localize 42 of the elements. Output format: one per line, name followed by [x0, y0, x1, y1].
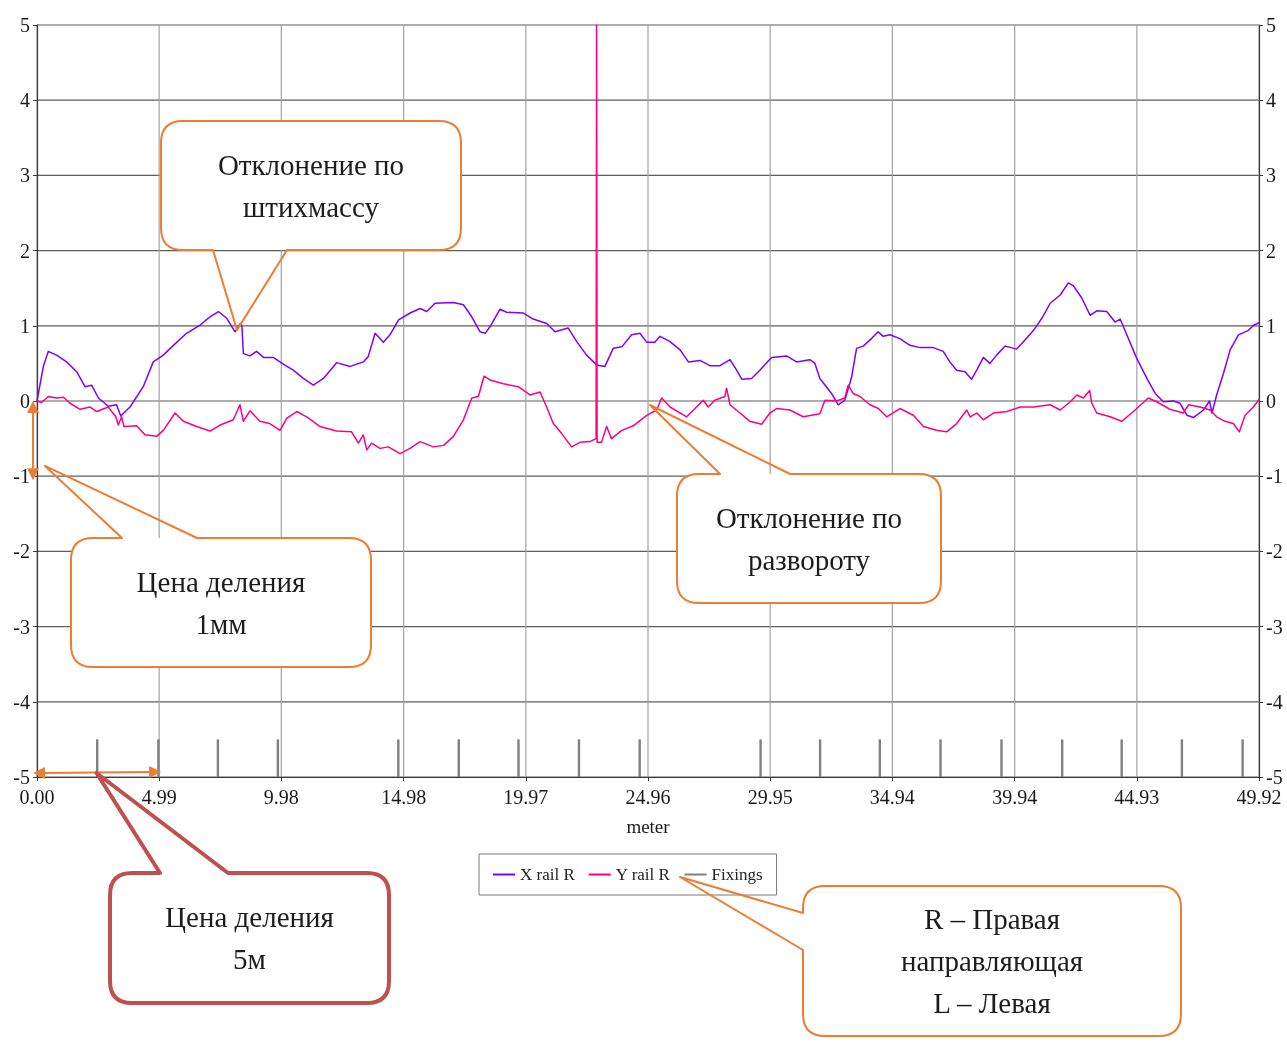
x-tick-label: 19.97: [503, 786, 549, 808]
legend-label: Fixings: [711, 865, 763, 884]
x-tick-label: 34.94: [869, 786, 915, 808]
y2-tick-label: 3: [1266, 164, 1276, 187]
legend-label: Y rail R: [615, 865, 671, 884]
y-tick-label: -1: [13, 465, 30, 488]
x-axis-title: meter: [626, 816, 671, 837]
annotation: Цена деления 1мм: [135, 564, 307, 642]
text: R – Правая направляющая L – Левая: [899, 902, 1085, 1021]
y-tick-label: 5: [20, 14, 30, 36]
x-tick-label: 44.93: [1114, 786, 1160, 808]
y2-tick-label: -1: [1266, 465, 1283, 488]
y2-tick-label: 0: [1266, 390, 1276, 412]
y2-tick-label: 5: [1266, 14, 1276, 36]
y-tick-label: -5: [13, 766, 30, 788]
x-tick-label: 9.98: [263, 786, 299, 808]
y2-tick-label: -2: [1266, 540, 1283, 563]
y-tick-label: 4: [20, 89, 30, 112]
legend-label: X rail R: [520, 865, 576, 884]
y2-tick-label: -5: [1266, 766, 1283, 788]
x-tick-label: 0.00: [19, 786, 55, 808]
text: Цена деления 5м: [164, 900, 335, 977]
annotation: Отклонение по штихмассу: [216, 147, 406, 225]
y-tick-label: 2: [20, 239, 30, 262]
y2-tick-label: 4: [1266, 89, 1276, 112]
x-tick-label: 4.99: [141, 786, 177, 808]
x-tick-label: 24.96: [625, 786, 671, 808]
y2-tick-label: -4: [1266, 690, 1283, 713]
x-tick-label: 14.98: [381, 786, 427, 808]
y-tick-label: 1: [20, 314, 30, 337]
y-tick-label: -4: [13, 690, 30, 713]
x-tick-label: 49.92: [1236, 786, 1282, 808]
y-tick-label: 3: [20, 164, 30, 187]
y2-tick-label: -3: [1266, 615, 1283, 638]
annotation: Отклонение по развороту: [714, 500, 904, 578]
y-tick-label: 0: [20, 390, 30, 412]
x-tick-label: 29.95: [747, 786, 793, 808]
y2-tick-label: 2: [1266, 239, 1276, 262]
y-tick-label: -2: [13, 540, 30, 563]
y-tick-label: -3: [13, 615, 30, 638]
y2-tick-label: 1: [1266, 314, 1276, 337]
x-tick-label: 39.94: [992, 786, 1038, 808]
